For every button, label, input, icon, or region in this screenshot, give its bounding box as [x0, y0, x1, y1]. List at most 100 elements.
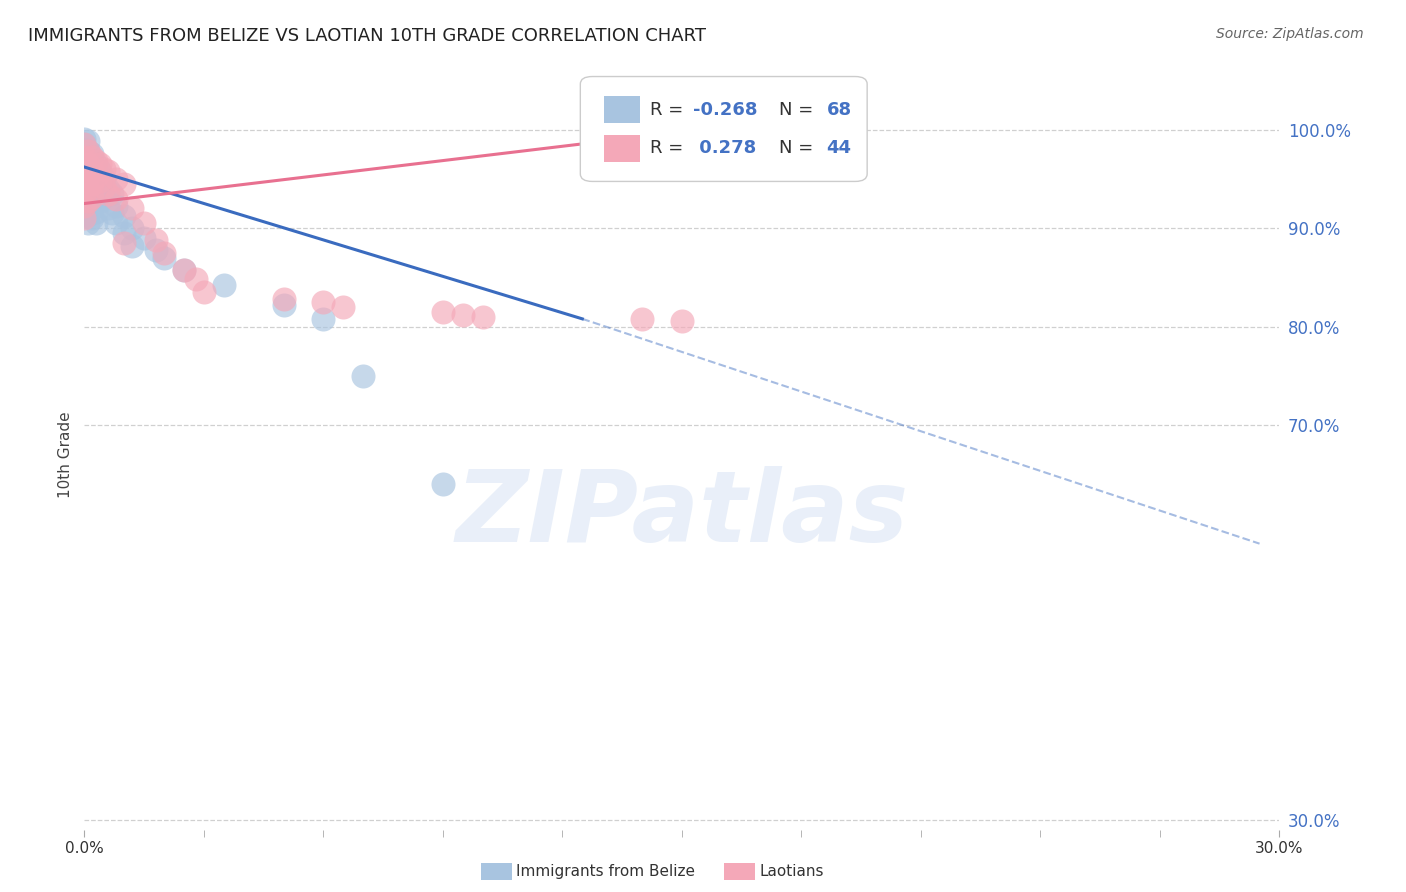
Point: [105, 199, 128, 213]
Point: [93, 189, 115, 203]
Point: [73, 186, 96, 201]
Text: IMMIGRANTS FROM BELIZE VS LAOTIAN 10TH GRADE CORRELATION CHART: IMMIGRANTS FROM BELIZE VS LAOTIAN 10TH G…: [28, 27, 706, 45]
Point: [671, 314, 693, 328]
Point: [93, 179, 115, 194]
Point: [77, 169, 100, 184]
Point: [77, 194, 100, 208]
Point: [73, 137, 96, 152]
Point: [73, 150, 96, 164]
Point: [101, 186, 124, 201]
Point: [105, 172, 128, 186]
Point: [77, 145, 100, 159]
Point: [73, 161, 96, 176]
Text: N =: N =: [779, 139, 818, 158]
Point: [86, 157, 108, 171]
Point: [73, 192, 96, 206]
Point: [82, 172, 104, 186]
Point: [97, 182, 120, 196]
Point: [89, 157, 111, 171]
Point: [352, 369, 374, 384]
Point: [73, 182, 96, 196]
Text: -0.268: -0.268: [693, 101, 758, 119]
Text: 0.278: 0.278: [693, 139, 756, 158]
Point: [132, 231, 156, 245]
Point: [101, 206, 124, 220]
Point: [690, 122, 713, 136]
Point: [112, 177, 135, 191]
Point: [89, 194, 111, 208]
Point: [77, 216, 100, 230]
Point: [193, 285, 215, 300]
Point: [471, 310, 494, 324]
Point: [273, 298, 295, 312]
Point: [273, 292, 295, 306]
Text: N =: N =: [779, 101, 818, 119]
Point: [112, 235, 135, 250]
Point: [86, 194, 108, 208]
Point: [73, 137, 96, 152]
Point: [73, 199, 96, 213]
Point: [77, 145, 100, 159]
Point: [212, 278, 235, 293]
Text: R =: R =: [650, 101, 689, 119]
Point: [631, 311, 654, 326]
Point: [77, 182, 100, 196]
Point: [77, 172, 100, 186]
Point: [73, 202, 96, 216]
Point: [451, 308, 474, 322]
Point: [86, 154, 108, 169]
Point: [432, 305, 454, 319]
Point: [73, 142, 96, 156]
Point: [77, 194, 100, 208]
Point: [82, 202, 104, 216]
Point: [312, 311, 335, 326]
Point: [77, 157, 100, 171]
Point: [73, 157, 96, 171]
Point: [82, 160, 104, 174]
Text: 44: 44: [827, 139, 852, 158]
Point: [312, 295, 335, 310]
Text: Source: ZipAtlas.com: Source: ZipAtlas.com: [1216, 27, 1364, 41]
Point: [82, 164, 104, 178]
Point: [73, 152, 96, 166]
Text: Laotians: Laotians: [759, 864, 824, 879]
Point: [112, 210, 135, 224]
Point: [73, 172, 96, 186]
Point: [73, 167, 96, 181]
Point: [73, 194, 96, 208]
Point: [145, 233, 167, 247]
Y-axis label: 10th Grade: 10th Grade: [58, 411, 73, 499]
Point: [184, 272, 207, 286]
Point: [97, 186, 120, 201]
Bar: [605, 135, 640, 162]
Point: [73, 203, 96, 218]
Point: [86, 182, 108, 196]
Point: [86, 169, 108, 184]
Point: [73, 132, 96, 146]
Point: [89, 179, 111, 194]
Text: ZIPatlas: ZIPatlas: [456, 467, 908, 564]
Point: [77, 135, 100, 149]
Point: [73, 186, 96, 201]
Point: [105, 216, 128, 230]
FancyBboxPatch shape: [581, 77, 868, 181]
Point: [332, 300, 354, 314]
Point: [77, 179, 100, 194]
Point: [82, 150, 104, 164]
Point: [73, 210, 96, 224]
Point: [77, 154, 100, 169]
Point: [77, 164, 100, 178]
Point: [73, 199, 96, 213]
Point: [121, 202, 143, 216]
Text: R =: R =: [650, 139, 689, 158]
Point: [73, 174, 96, 188]
Point: [77, 186, 100, 201]
Point: [121, 239, 143, 253]
Point: [73, 211, 96, 226]
Point: [97, 202, 120, 216]
Point: [86, 216, 108, 230]
Point: [86, 169, 108, 184]
Point: [105, 192, 128, 206]
Point: [93, 161, 115, 176]
Point: [153, 245, 176, 260]
